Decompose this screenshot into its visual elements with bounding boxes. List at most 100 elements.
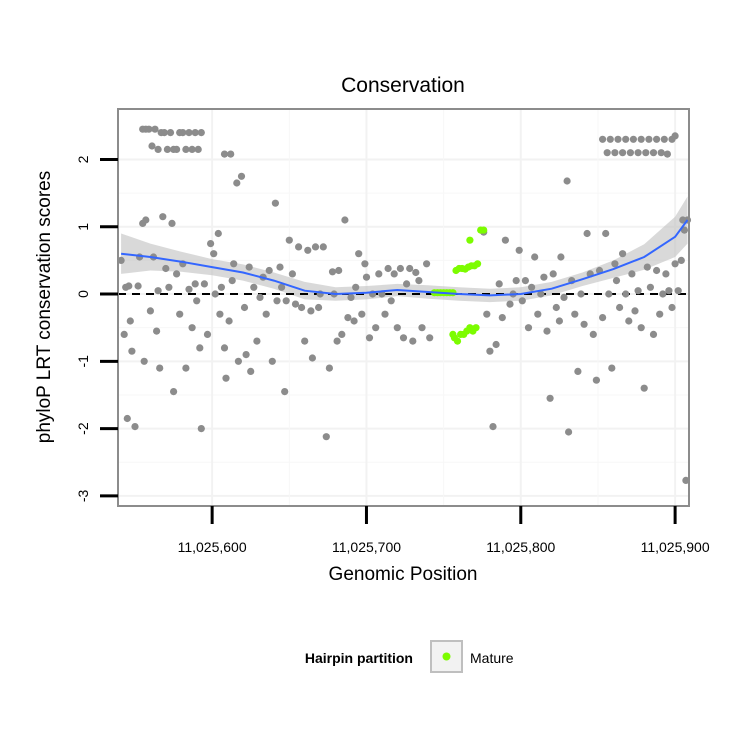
data-point [304, 246, 312, 254]
mature-point [472, 324, 480, 332]
data-point [285, 236, 293, 244]
data-point [265, 266, 273, 275]
data-point [387, 297, 395, 305]
mature-point [453, 337, 462, 345]
data-point [126, 317, 134, 325]
data-point [611, 149, 619, 157]
data-point [128, 347, 136, 355]
data-point [182, 364, 190, 372]
data-point [409, 337, 417, 345]
data-point [358, 310, 366, 318]
data-point [399, 334, 408, 342]
data-point [176, 310, 184, 318]
data-point [328, 268, 337, 276]
data-point [662, 270, 670, 278]
data-point [589, 330, 597, 338]
data-point [557, 253, 565, 261]
x-tick-label: 11,025,800 [486, 539, 555, 555]
data-point [498, 314, 506, 322]
x-tick-label: 11,025,900 [641, 539, 710, 555]
legend-title: Hairpin partition [305, 650, 413, 666]
data-point [501, 236, 509, 244]
data-point [403, 280, 411, 288]
data-point [390, 270, 398, 278]
x-axis-label: Genomic Position [329, 564, 478, 585]
data-point [165, 283, 173, 291]
data-point [614, 135, 622, 143]
data-point [492, 340, 500, 349]
data-point [626, 149, 635, 157]
data-point [253, 337, 261, 345]
smooth-trend-line [120, 219, 689, 297]
data-point [179, 129, 187, 137]
data-point [214, 229, 222, 238]
data-point [256, 293, 264, 301]
data-point [483, 310, 491, 318]
data-point [537, 290, 545, 298]
data-point [653, 266, 661, 275]
data-point [634, 149, 642, 157]
data-point [534, 310, 542, 318]
data-point [625, 317, 633, 325]
data-point [350, 317, 358, 325]
data-point [423, 260, 431, 268]
data-point [185, 285, 193, 293]
data-point [156, 364, 164, 372]
data-point [531, 253, 539, 261]
x-tick-label: 11,025,700 [332, 539, 401, 555]
data-point [134, 282, 142, 290]
data-point [203, 330, 212, 338]
y-tick-label: -3 [75, 489, 91, 502]
data-point [344, 314, 352, 322]
x-axis: 11,025,600 11,025,700 11,025,800 11,025,900 [178, 506, 710, 555]
data-point [160, 129, 168, 137]
data-point [629, 135, 638, 143]
mature-point [480, 226, 488, 234]
data-point [418, 324, 426, 332]
data-point [319, 243, 327, 251]
data-point [552, 303, 560, 312]
data-point [634, 287, 642, 295]
data-point [361, 260, 369, 268]
data-point [191, 129, 199, 137]
data-point [273, 297, 281, 305]
data-point [645, 135, 653, 143]
data-point [393, 324, 401, 332]
data-point [148, 142, 156, 150]
data-point [415, 277, 423, 285]
data-point [245, 263, 253, 271]
data-point [196, 344, 204, 352]
data-point [649, 330, 658, 338]
data-point [153, 327, 161, 335]
data-point [524, 324, 533, 332]
data-point [384, 264, 392, 273]
data-point [599, 135, 607, 143]
data-point [663, 150, 672, 158]
data-point [347, 293, 355, 301]
data-point [162, 264, 170, 273]
data-point [315, 303, 323, 312]
data-point [518, 297, 526, 305]
data-point [622, 290, 630, 298]
data-point [193, 297, 201, 305]
y-axis: -3 -2 -1 0 1 2 [75, 155, 118, 502]
mature-point [466, 236, 474, 244]
data-point [278, 283, 286, 291]
data-point [671, 132, 679, 140]
data-point [188, 324, 196, 332]
data-point [301, 337, 309, 345]
data-point [619, 250, 627, 258]
data-point [563, 177, 571, 185]
data-point [240, 303, 249, 312]
data-point [142, 216, 150, 224]
data-point [571, 310, 579, 318]
mature-point [474, 260, 482, 268]
data-point [298, 303, 306, 312]
data-point [194, 145, 202, 153]
data-point [288, 270, 296, 278]
data-point [657, 149, 665, 157]
data-point [375, 270, 383, 278]
data-point [341, 216, 349, 224]
data-point [308, 354, 316, 362]
